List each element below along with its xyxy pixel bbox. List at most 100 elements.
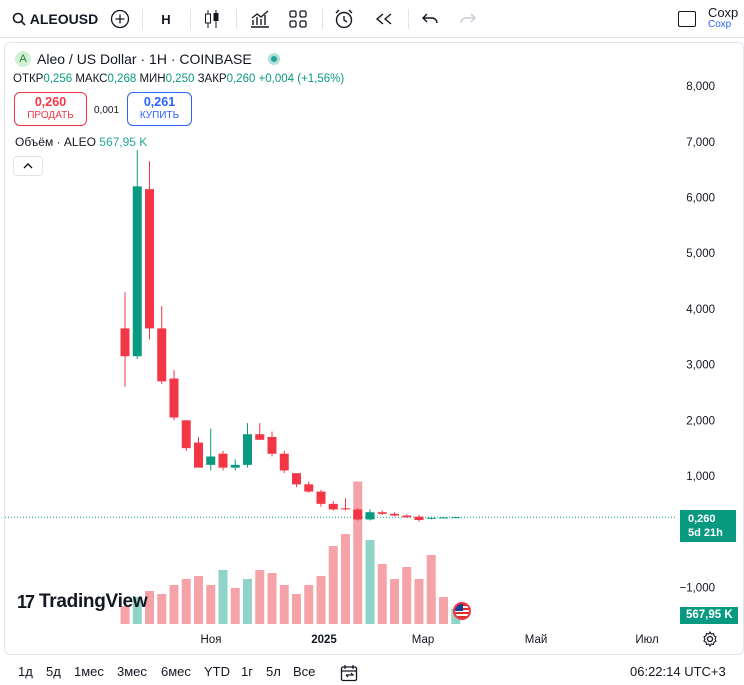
toolbar-divider (408, 9, 409, 29)
volume-bar (341, 534, 350, 624)
alert-button[interactable] (332, 0, 356, 38)
symbol-title[interactable]: Aleo / US Dollar · 1H · COINBASE (37, 51, 252, 67)
volume-label[interactable]: Объём · ALEO (15, 135, 96, 149)
range-button-2[interactable]: 1мес (74, 664, 104, 679)
volume-bar (181, 579, 191, 624)
candle-body (267, 437, 277, 454)
candle-body (341, 508, 350, 510)
range-button-3[interactable]: 3мес (117, 664, 147, 679)
save-layout-button[interactable]: Сохр Сохр (678, 0, 738, 38)
candle-body (120, 328, 130, 357)
candle-body (206, 456, 216, 465)
layout-box-icon (678, 11, 696, 27)
market-status-icon[interactable] (267, 53, 280, 65)
grid-icon (289, 10, 307, 28)
buy-button[interactable]: 0,261 КУПИТЬ (127, 92, 192, 126)
candle-body (377, 512, 387, 514)
indicators-icon (251, 10, 269, 28)
candle-body (145, 189, 154, 329)
symbol-label: ALEOUSD (29, 11, 99, 27)
candle-body (328, 503, 338, 510)
volume-bar (353, 481, 363, 624)
volume-bar (132, 597, 142, 624)
volume-value: 567,95 K (99, 135, 148, 149)
collapse-legend-button[interactable] (13, 156, 43, 176)
candle-body (439, 517, 448, 519)
price-axis-label: 2,000 (686, 415, 715, 427)
layout-button[interactable] (286, 0, 310, 38)
volume-bar (120, 606, 130, 624)
range-button-5[interactable]: YTD (204, 664, 230, 679)
volume-bar (169, 585, 179, 624)
candle-body (414, 516, 424, 521)
toolbar-divider (322, 9, 323, 29)
current-price-value: 0,260 (688, 513, 716, 526)
range-button-8[interactable]: Все (293, 664, 316, 679)
replay-button[interactable] (372, 0, 396, 38)
gear-icon[interactable] (702, 630, 718, 648)
volume-bar (390, 579, 399, 624)
volume-bar (439, 597, 448, 624)
close-value: 0,260 (226, 73, 256, 85)
save-label: Сохр (708, 5, 739, 20)
logo-text: TradingView (39, 591, 148, 612)
candle-body (218, 453, 228, 468)
interval-button[interactable]: H (161, 11, 171, 27)
high-value: 0,268 (107, 73, 137, 85)
bar-countdown: 5d 21h (688, 527, 723, 540)
candle-body (243, 434, 252, 465)
tradingview-logo[interactable]: 17 TradingView (17, 591, 148, 613)
chart-panel[interactable]: 8,000 7,000 6,000 5,000 4,000 3,000 2,000 1,000… (4, 42, 744, 655)
price-chart[interactable]: 8,000 7,000 6,000 5,000 4,000 3,000 2,000 1,000… (5, 43, 744, 655)
range-button-0[interactable]: 1д (18, 664, 33, 679)
time-axis-label: Май (525, 634, 548, 646)
current-price-tag: 0,260 5d 21h (680, 510, 736, 543)
price-axis-label: 5,000 (686, 248, 715, 260)
candle-body (292, 473, 301, 485)
high-label: МАКС (75, 73, 108, 85)
volume-bar (316, 576, 326, 624)
undo-button[interactable] (418, 0, 442, 38)
calendar-icon (340, 665, 358, 682)
candle-body (132, 186, 142, 357)
volume-bar (145, 591, 154, 624)
chart-type-button[interactable] (200, 0, 224, 38)
volume-bar (426, 555, 436, 624)
sell-button[interactable]: 0,260 ПРОДАТЬ (14, 92, 87, 126)
clock-label[interactable]: 06:22:14 UTC+3 (630, 664, 726, 679)
volume-bar (292, 594, 301, 624)
range-button-6[interactable]: 1г (241, 664, 253, 679)
candle-body (181, 420, 191, 449)
range-button-1[interactable]: 5д (46, 664, 61, 679)
time-axis-label: Мар (412, 634, 435, 646)
us-flag-icon[interactable] (453, 602, 471, 620)
range-button-7[interactable]: 5л (266, 664, 281, 679)
time-axis-label: Июл (635, 634, 658, 646)
save-sublabel: Сохр (708, 19, 732, 30)
redo-button[interactable] (456, 0, 480, 38)
close-label: ЗАКР (197, 73, 227, 85)
date-range-button[interactable] (340, 664, 358, 685)
volume-bar (279, 585, 289, 624)
symbol-search-button[interactable]: ALEOUSD (10, 0, 100, 38)
compare-button[interactable] (108, 0, 132, 38)
chevron-up-icon (23, 163, 33, 169)
toolbar-divider (236, 9, 237, 29)
price-axis-label: 7,000 (686, 137, 715, 149)
volume-bar (157, 594, 167, 624)
volume-bar (414, 579, 424, 624)
low-label: МИН (139, 73, 166, 85)
price-axis-label: 1,000 (686, 471, 715, 483)
indicators-button[interactable] (248, 0, 272, 38)
range-button-4[interactable]: 6мес (161, 664, 191, 679)
candles-icon (205, 10, 219, 28)
volume-bar (255, 570, 265, 624)
volume-bar (206, 585, 216, 624)
volume-bar (402, 567, 412, 624)
price-axis-label: 3,000 (686, 360, 715, 372)
price-axis-label: 4,000 (686, 304, 715, 316)
spread-value: 0,001 (94, 105, 120, 116)
symbol-legend: A Aleo / US Dollar · 1H · COINBASE (15, 51, 280, 67)
search-icon (12, 12, 26, 26)
candle-body (255, 434, 265, 440)
